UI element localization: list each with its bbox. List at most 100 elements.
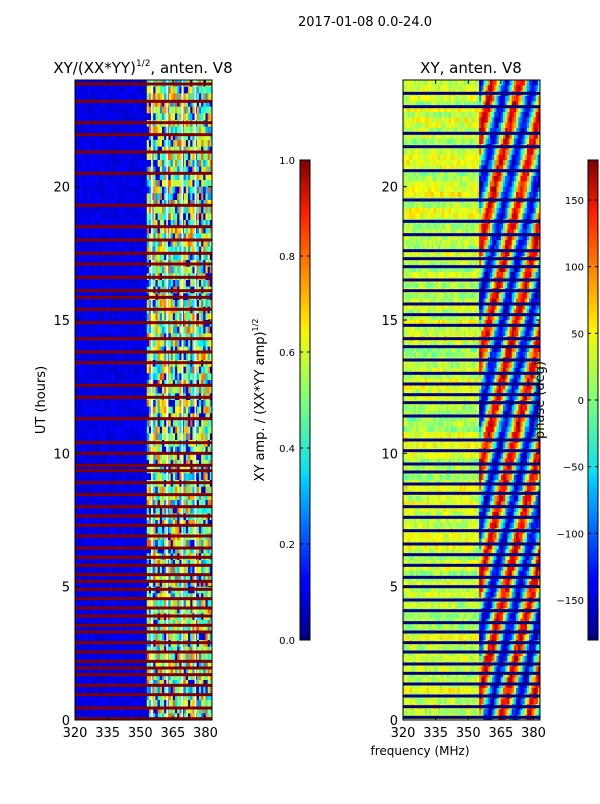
amplitude-cell bbox=[146, 340, 150, 348]
amplitude-cell bbox=[190, 220, 193, 228]
amplitude-cell bbox=[75, 280, 78, 288]
amplitude-cell bbox=[109, 186, 113, 194]
amplitude-cell bbox=[92, 146, 95, 154]
amplitude-cell bbox=[183, 186, 187, 194]
amplitude-cell bbox=[109, 86, 113, 94]
amplitude-cell bbox=[75, 126, 78, 134]
amplitude-cell bbox=[157, 593, 161, 601]
amplitude-cell bbox=[105, 473, 109, 481]
amplitude-cell bbox=[148, 106, 152, 114]
amplitude-cell bbox=[83, 300, 87, 308]
amplitude-cell bbox=[155, 593, 159, 601]
amplitude-cell bbox=[170, 200, 174, 208]
amplitude-cell bbox=[83, 173, 87, 181]
amplitude-cell bbox=[79, 493, 82, 501]
amplitude-cell bbox=[188, 126, 191, 134]
amplitude-cell bbox=[157, 280, 161, 288]
amplitude-cell bbox=[205, 180, 209, 188]
amplitude-cell bbox=[201, 486, 204, 494]
amplitude-cell bbox=[101, 86, 104, 94]
amplitude-cell bbox=[133, 593, 137, 601]
amplitude-cell bbox=[116, 280, 119, 288]
amplitude-cell bbox=[131, 366, 135, 374]
amplitude-cell bbox=[92, 500, 95, 508]
amplitude-cell bbox=[185, 566, 189, 574]
amplitude-cell bbox=[205, 313, 209, 321]
amplitude-cell bbox=[103, 333, 106, 341]
amplitude-cell bbox=[114, 226, 117, 234]
amplitude-cell bbox=[101, 173, 104, 181]
amplitude-cell bbox=[148, 566, 152, 574]
amplitude-cell bbox=[157, 133, 161, 141]
amplitude-cell bbox=[148, 186, 152, 194]
amplitude-cell bbox=[161, 526, 165, 534]
amplitude-cell bbox=[142, 433, 145, 441]
amplitude-cell bbox=[203, 520, 206, 528]
amplitude-cell bbox=[177, 246, 180, 254]
amplitude-cell bbox=[138, 153, 141, 161]
amplitude-cell bbox=[153, 100, 156, 108]
amplitude-cell bbox=[185, 366, 189, 374]
amplitude-cell bbox=[183, 86, 187, 94]
amplitude-cell bbox=[79, 160, 82, 168]
amplitude-cell bbox=[138, 473, 141, 481]
amplitude-cell bbox=[114, 300, 117, 308]
amplitude-cell bbox=[98, 560, 102, 568]
amplitude-cell bbox=[192, 126, 196, 134]
amplitude-cell bbox=[157, 566, 161, 574]
amplitude-cell bbox=[83, 213, 87, 221]
amplitude-cell bbox=[168, 326, 172, 334]
amplitude-cell bbox=[103, 340, 106, 348]
amplitude-cell bbox=[120, 253, 124, 261]
amplitude-cell bbox=[122, 520, 126, 528]
amplitude-cell bbox=[118, 426, 122, 434]
amplitude-cell bbox=[146, 173, 150, 181]
amplitude-cell bbox=[103, 246, 106, 254]
amplitude-cell bbox=[77, 313, 80, 321]
amplitude-cell bbox=[88, 140, 91, 148]
amplitude-cell bbox=[142, 520, 145, 528]
amplitude-cell bbox=[81, 140, 85, 148]
amplitude-cell bbox=[170, 226, 174, 234]
amplitude-cell bbox=[118, 186, 122, 194]
amplitude-cell bbox=[177, 253, 180, 261]
amplitude-cell bbox=[109, 106, 113, 114]
amplitude-cell bbox=[185, 233, 189, 241]
amplitude-cell bbox=[83, 140, 87, 148]
amplitude-cell bbox=[140, 420, 143, 428]
amplitude-cell bbox=[207, 593, 211, 601]
amplitude-cell bbox=[155, 346, 159, 354]
amplitude-cell bbox=[92, 133, 95, 141]
amplitude-cell bbox=[103, 140, 106, 148]
amplitude-cell bbox=[155, 486, 159, 494]
amplitude-cell bbox=[75, 313, 78, 321]
amplitude-cell bbox=[207, 253, 211, 261]
amplitude-cell bbox=[98, 380, 102, 388]
amplitude-cell bbox=[209, 300, 212, 308]
amplitude-cell bbox=[148, 373, 152, 381]
amplitude-cell bbox=[153, 600, 156, 608]
amplitude-cell bbox=[83, 500, 87, 508]
amplitude-cell bbox=[107, 106, 111, 114]
amplitude-cell bbox=[203, 220, 206, 228]
amplitude-cell bbox=[83, 366, 87, 374]
amplitude-cell bbox=[85, 240, 89, 248]
amplitude-cell bbox=[140, 373, 143, 381]
amplitude-cell bbox=[131, 486, 135, 494]
amplitude-cell bbox=[201, 560, 204, 568]
amplitude-cell bbox=[75, 246, 78, 254]
amplitude-cell bbox=[118, 380, 122, 388]
amplitude-cell bbox=[161, 446, 165, 454]
amplitude-cell bbox=[94, 373, 98, 381]
amplitude-cell bbox=[107, 506, 111, 514]
amplitude-cell bbox=[111, 446, 115, 454]
amplitude-cell bbox=[168, 493, 172, 501]
amplitude-cell bbox=[101, 233, 104, 241]
amplitude-cell bbox=[118, 446, 122, 454]
amplitude-cell bbox=[190, 433, 193, 441]
amplitude-cell bbox=[175, 353, 178, 361]
amplitude-cell bbox=[85, 380, 89, 388]
amplitude-cell bbox=[111, 133, 115, 141]
amplitude-cell bbox=[98, 93, 102, 101]
amplitude-cell bbox=[111, 100, 115, 108]
